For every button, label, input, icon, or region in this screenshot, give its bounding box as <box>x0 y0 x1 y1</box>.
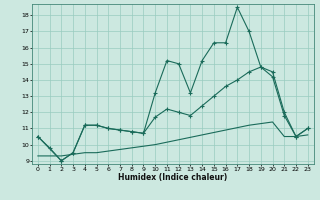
X-axis label: Humidex (Indice chaleur): Humidex (Indice chaleur) <box>118 173 228 182</box>
